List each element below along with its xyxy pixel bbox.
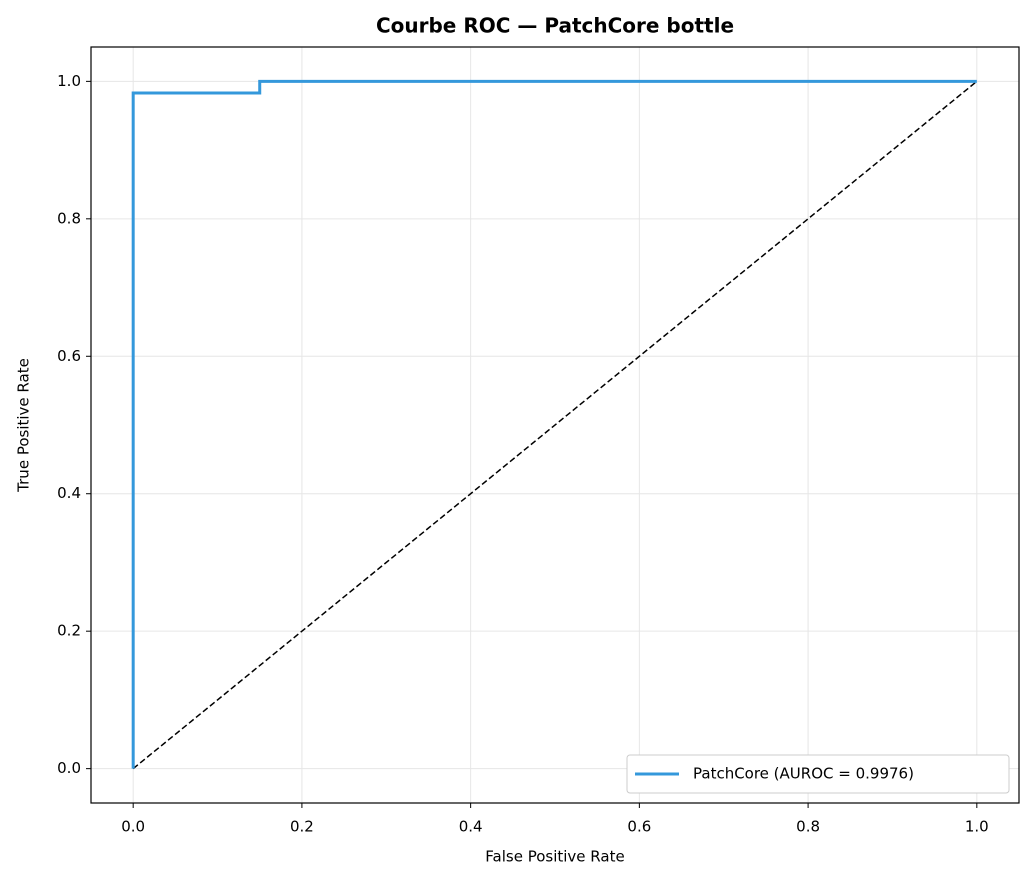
x-tick-label: 0.0 xyxy=(121,818,145,836)
roc-line xyxy=(131,79,977,769)
y-tick-label: 0.0 xyxy=(57,759,81,777)
plot-frame xyxy=(90,46,1020,804)
legend-box xyxy=(626,754,1010,794)
x-tick-label: 1.0 xyxy=(965,818,989,836)
x-tick-label: 0.6 xyxy=(627,818,651,836)
x-tick-label: 0.4 xyxy=(459,818,483,836)
diagonal-line xyxy=(132,80,978,770)
x-tick-label: 0.2 xyxy=(290,818,314,836)
y-tick-label: 0.4 xyxy=(57,484,81,502)
legend-label: PatchCore (AUROC = 0.9976) xyxy=(693,765,914,783)
y-tick-label: 0.2 xyxy=(57,622,81,640)
y-tick-label: 0.8 xyxy=(57,209,81,227)
x-tick-label: 0.8 xyxy=(796,818,820,836)
chart-title: Courbe ROC — PatchCore bottle xyxy=(376,14,734,38)
y-tick-label: 0.6 xyxy=(57,347,81,365)
y-axis-label: True Positive Rate xyxy=(15,358,33,493)
x-axis-label: False Positive Rate xyxy=(485,848,624,866)
y-tick-label: 1.0 xyxy=(57,72,81,90)
